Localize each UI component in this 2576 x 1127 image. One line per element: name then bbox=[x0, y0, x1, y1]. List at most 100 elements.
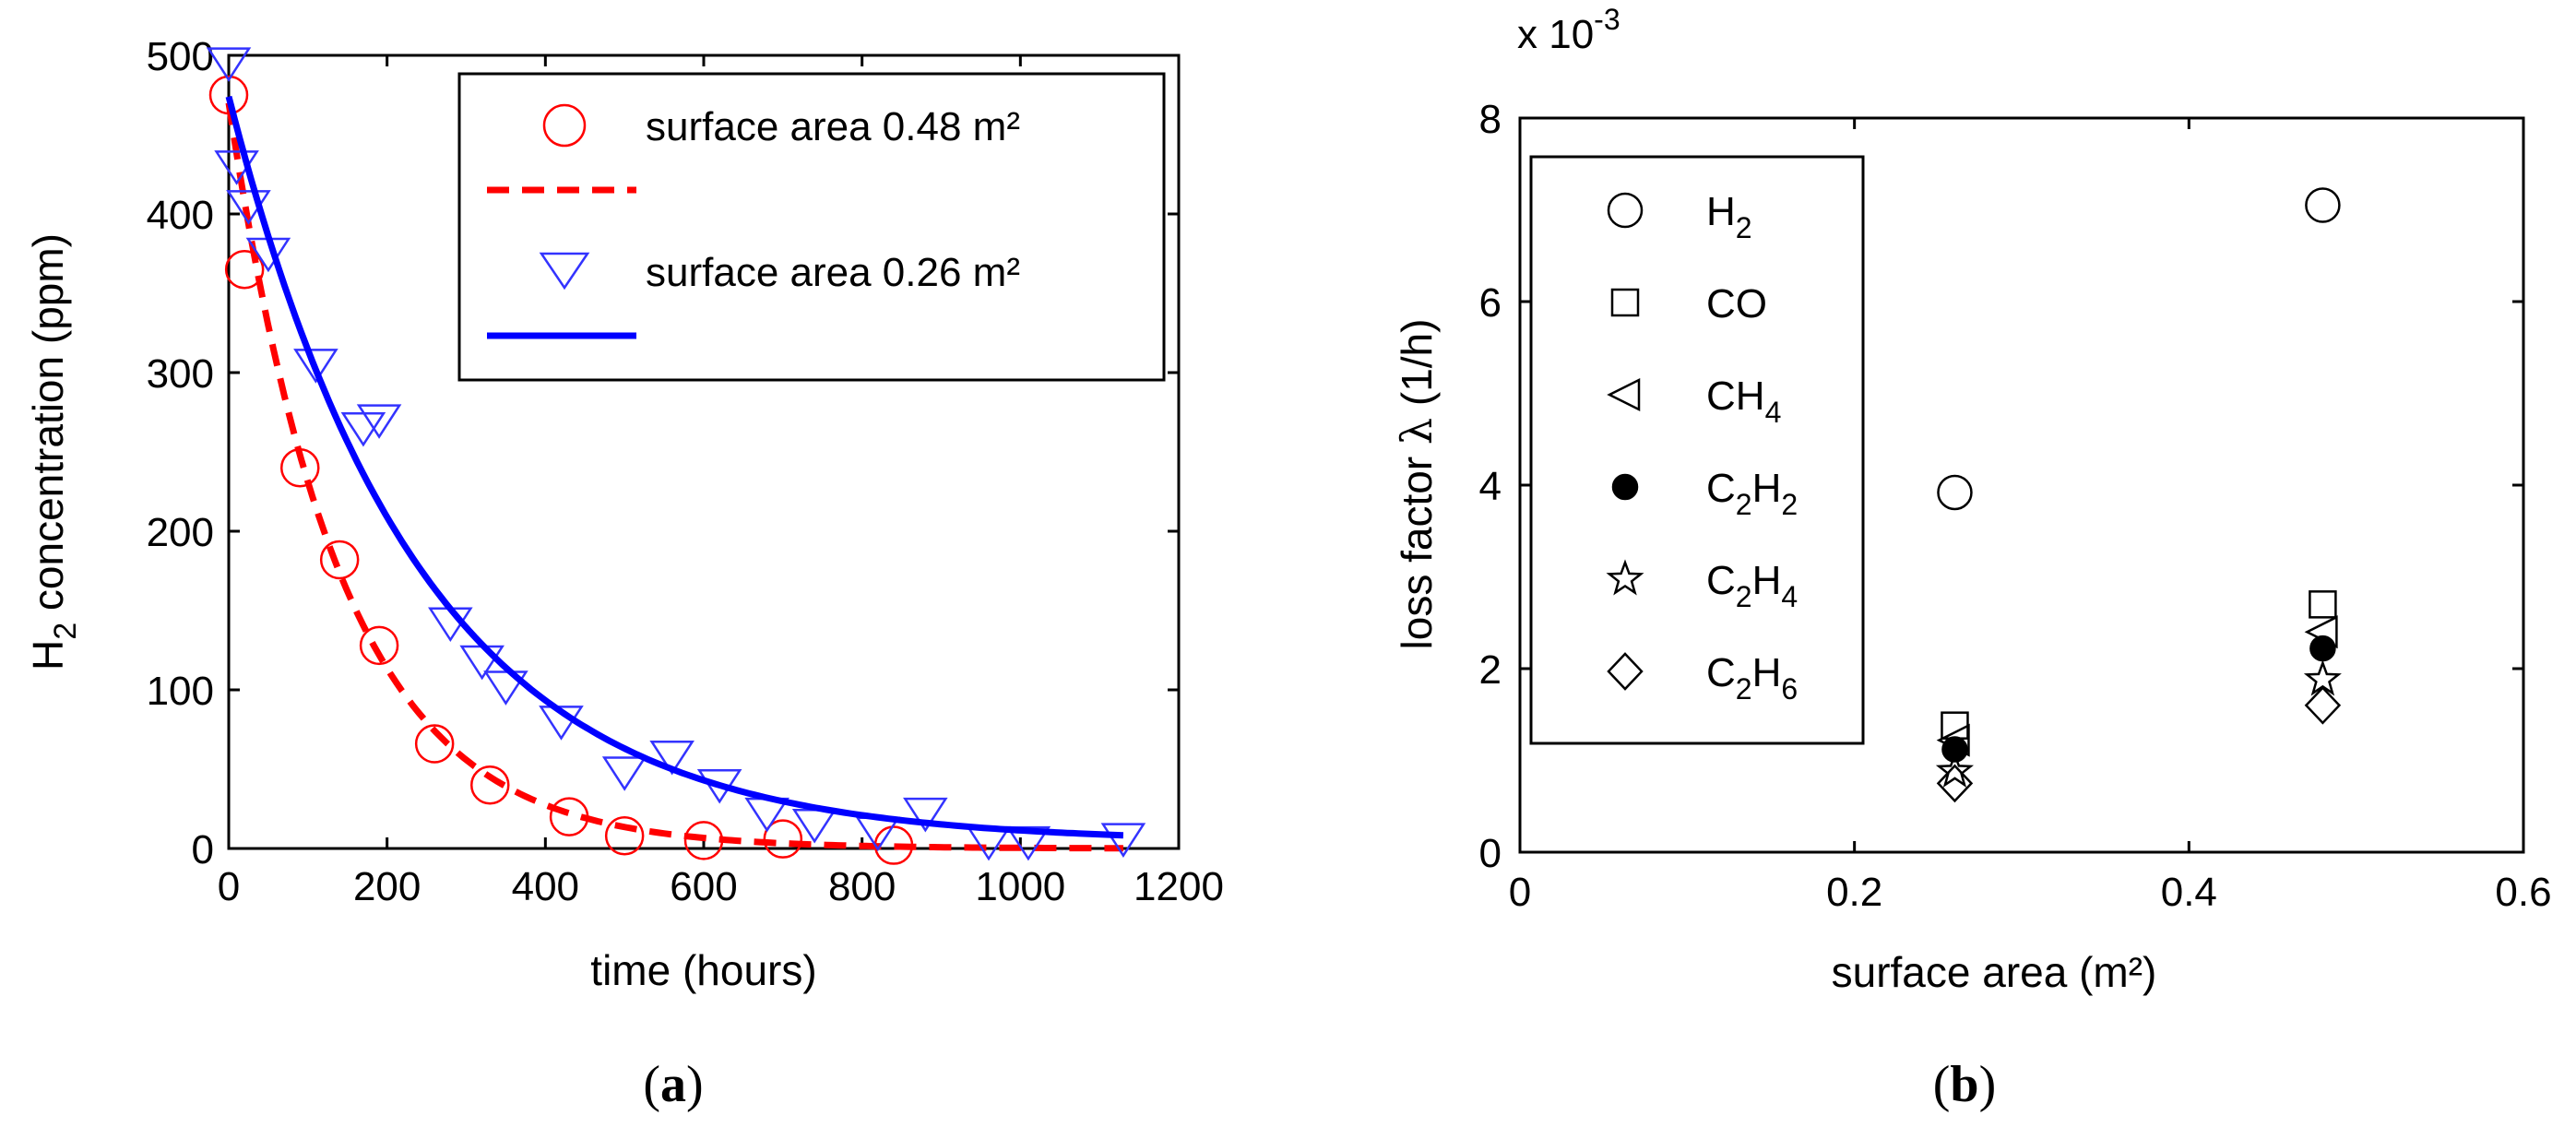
chart-b-y-tick-label: 0 bbox=[1479, 831, 1502, 876]
chart-a-x-tick-label: 800 bbox=[828, 864, 896, 909]
chart-b-legend-label: CO bbox=[1706, 281, 1767, 326]
chart-a-point-circle bbox=[414, 724, 455, 764]
chart-b-legend-label: C2H4 bbox=[1706, 558, 1798, 613]
chart-a-ylabel-post: concentration (ppm) bbox=[24, 233, 72, 623]
chart-b-legend-label: CH4 bbox=[1706, 374, 1781, 429]
chart-a-y-tick-label: 100 bbox=[147, 669, 214, 714]
chart-b-ylabel-greek: λ bbox=[1392, 418, 1442, 445]
chart-a-y-tick-label: 400 bbox=[147, 193, 214, 238]
legend-label-part: C bbox=[1706, 558, 1736, 603]
chart-b-y-axis-label: loss factor λ (1/h) bbox=[1392, 319, 1442, 650]
chart-a-point-triangle bbox=[206, 47, 252, 82]
chart-a-point-circle bbox=[763, 819, 803, 859]
legend-label-part: CO bbox=[1706, 281, 1767, 326]
legend-label-part: 2 bbox=[1736, 211, 1752, 244]
legend-label-0-26: surface area 0.26 m² bbox=[646, 250, 1020, 295]
chart-a-point-circle bbox=[604, 815, 645, 856]
chart-b-x-axis-label: surface area (m²) bbox=[1832, 948, 2157, 996]
legend-label-part: C bbox=[1706, 650, 1736, 695]
chart-a-ylabel-sub: 2 bbox=[48, 623, 83, 640]
legend-label-part: C bbox=[1706, 466, 1736, 511]
legend-label-part: H bbox=[1752, 650, 1782, 695]
legend-label-part: 4 bbox=[1765, 396, 1782, 429]
chart-a-y-tick-label: 200 bbox=[147, 510, 214, 555]
chart-a-point-triangle bbox=[649, 740, 694, 776]
chart-b-y-tick-label: 8 bbox=[1479, 97, 1502, 142]
chart-b-point-circle-open bbox=[2305, 187, 2341, 223]
caption-b-open: ( bbox=[1933, 1056, 1951, 1113]
chart-b-point-circle-open bbox=[1937, 474, 1973, 511]
chart-b-point-diamond-open bbox=[2304, 685, 2342, 725]
chart-b-legend-box bbox=[1529, 155, 1865, 745]
chart-b-x-tick-label: 0.4 bbox=[2161, 870, 2217, 915]
chart-a-point-circle bbox=[359, 625, 399, 666]
chart-b-point-diamond-open bbox=[1936, 764, 1974, 803]
chart-b-ylabel-post: (1/h) bbox=[1393, 319, 1441, 418]
caption-a-close: ) bbox=[686, 1056, 704, 1113]
chart-a-x-tick-label: 0 bbox=[218, 864, 240, 909]
chart-a-x-axis-label: time (hours) bbox=[590, 946, 816, 994]
chart-a-point-triangle bbox=[356, 404, 402, 439]
chart-b-legend-label: H2 bbox=[1706, 189, 1752, 244]
chart-a-point-circle bbox=[224, 249, 265, 290]
chart-b-series bbox=[1935, 187, 2342, 803]
caption-b-close: ) bbox=[1979, 1056, 1997, 1113]
legend-label-part: CH bbox=[1706, 374, 1765, 419]
legend-circle-filled-icon bbox=[1611, 473, 1639, 501]
legend-label-part: 6 bbox=[1781, 672, 1798, 706]
chart-b-x-tick-label: 0.6 bbox=[2495, 870, 2551, 915]
caption-b-letter: b bbox=[1950, 1056, 1978, 1113]
chart-a-legend-box bbox=[457, 72, 1166, 382]
chart-b-y-tick-label: 4 bbox=[1479, 464, 1502, 509]
chart-a-ticks: 0 200 400 600 800 1000 1200 0 100 200 300 400 500 bbox=[147, 34, 1224, 909]
legend-label-part: 4 bbox=[1781, 580, 1798, 613]
legend-label-0-48: surface area 0.48 m² bbox=[646, 104, 1020, 149]
legend-diamond-open-icon bbox=[1607, 652, 1644, 691]
legend-label-part: 2 bbox=[1781, 488, 1798, 521]
legend-label-part: 2 bbox=[1736, 580, 1752, 613]
chart-a-ylabel-pre: H bbox=[24, 640, 72, 670]
chart-b-point-circle-filled bbox=[1941, 736, 1968, 763]
chart-b-y-tick-label: 6 bbox=[1479, 280, 1502, 326]
legend-label-part: H bbox=[1752, 558, 1782, 603]
chart-a-point-triangle bbox=[1005, 825, 1051, 861]
chart-b-point-square-open bbox=[2309, 590, 2337, 619]
chart-a-point-circle bbox=[319, 540, 360, 580]
legend-label-part: 2 bbox=[1736, 672, 1752, 706]
legend-triangle-left-open-icon bbox=[1607, 377, 1641, 412]
chart-b-y-tick-label: 2 bbox=[1479, 647, 1502, 693]
chart-a-point-triangle bbox=[539, 706, 584, 741]
chart-a-x-tick-label: 400 bbox=[512, 864, 579, 909]
chart-b-exponent-label: x 10-3 bbox=[1517, 3, 1620, 57]
chart-a-fit-line-1 bbox=[225, 102, 1123, 852]
chart-a-series bbox=[206, 47, 1146, 865]
chart-a-x-tick-label: 1200 bbox=[1134, 864, 1224, 909]
chart-b-x-tick-label: 0 bbox=[1509, 870, 1531, 915]
legend-marker-triangle-icon bbox=[539, 252, 590, 291]
caption-a: (a) bbox=[643, 1056, 703, 1113]
chart-a-point-triangle bbox=[601, 756, 647, 791]
legend-marker-circle-icon bbox=[542, 103, 587, 148]
chart-a-point-circle bbox=[470, 765, 510, 805]
legend-star-open-icon bbox=[1606, 559, 1644, 596]
chart-b-x-tick-label: 0.2 bbox=[1826, 870, 1882, 915]
chart-a-point-triangle bbox=[293, 349, 338, 384]
legend-circle-open-icon bbox=[1607, 192, 1644, 229]
legend-label-part: 2 bbox=[1736, 488, 1752, 521]
chart-a-fit-line-3 bbox=[225, 95, 1124, 839]
chart-b-ylabel-pre: loss factor bbox=[1393, 445, 1441, 649]
caption-b: (b) bbox=[1933, 1056, 1996, 1113]
chart-a-y-tick-label: 0 bbox=[192, 827, 214, 872]
chart-a-x-tick-label: 200 bbox=[353, 864, 421, 909]
chart-a-y-tick-label: 500 bbox=[147, 34, 214, 79]
legend-label-part: H bbox=[1706, 189, 1736, 234]
chart-b-legend-label: C2H6 bbox=[1706, 650, 1798, 706]
caption-a-letter: a bbox=[660, 1056, 686, 1113]
exponent-power: -3 bbox=[1594, 3, 1620, 36]
chart-a: 0 200 400 600 800 1000 1200 0 100 200 300 400 500 su… bbox=[24, 34, 1224, 1113]
exponent-base: x 10 bbox=[1517, 12, 1594, 57]
